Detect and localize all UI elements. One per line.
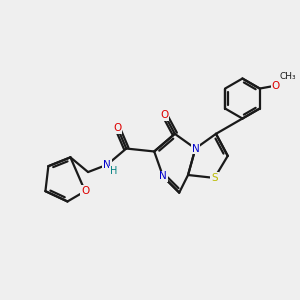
Text: N: N (103, 160, 111, 170)
Text: CH₃: CH₃ (279, 72, 296, 81)
Text: H: H (110, 166, 117, 176)
Text: O: O (113, 123, 122, 133)
Text: O: O (272, 81, 280, 91)
Text: N: N (159, 172, 167, 182)
Text: N: N (191, 143, 199, 154)
Text: S: S (211, 173, 218, 183)
Text: O: O (81, 186, 89, 196)
Text: O: O (160, 110, 169, 120)
